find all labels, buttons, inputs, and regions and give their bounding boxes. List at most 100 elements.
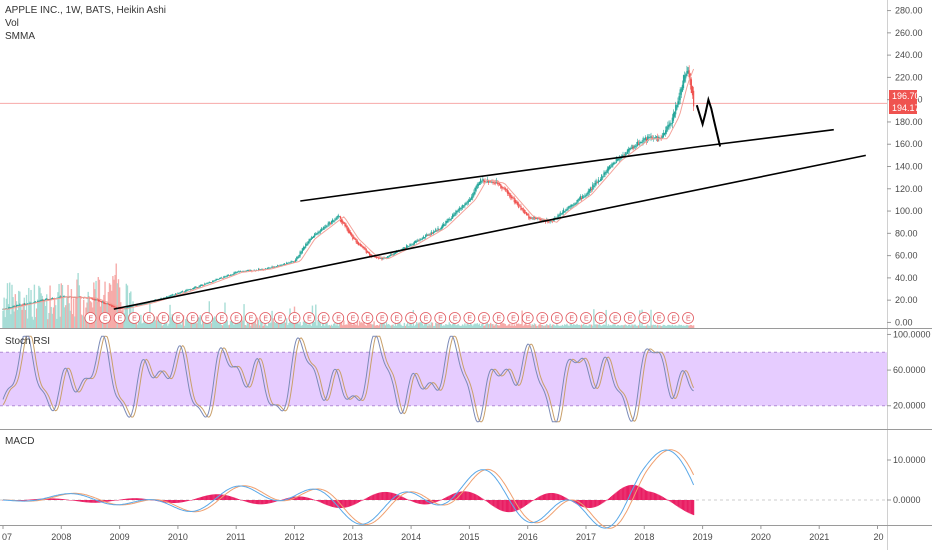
macd-title[interactable]: MACD	[5, 436, 34, 447]
macd-hist-bar	[476, 495, 478, 500]
volume-bar	[555, 325, 557, 328]
macd-hist-bar	[312, 499, 315, 501]
candle-body	[208, 281, 210, 283]
candle-body	[185, 290, 187, 292]
trendlines[interactable]	[113, 95, 866, 310]
volume-bar	[420, 321, 422, 328]
svg-text:E: E	[424, 316, 429, 323]
macd-hist-bar	[382, 492, 384, 500]
candle-body	[24, 304, 27, 305]
macd-hist-bar	[120, 499, 122, 501]
macd-hist-bar	[662, 497, 664, 500]
macd-hist-bar	[218, 494, 220, 500]
volume-bar	[350, 324, 353, 328]
macd-hist-bar	[266, 500, 269, 504]
volume-bar	[228, 324, 231, 328]
volume-bar	[236, 321, 239, 328]
earnings-marker: E	[667, 312, 680, 324]
macd-hist-bar	[400, 496, 402, 500]
macd-hist-bar	[654, 493, 657, 500]
macd-hist-bar	[201, 496, 204, 500]
candle-body	[172, 294, 175, 296]
stoch-rsi-band	[0, 352, 887, 406]
macd-hist-bar	[589, 500, 592, 508]
macd-hist-bar	[323, 500, 325, 504]
volume-bar	[281, 322, 283, 328]
macd-hist-bar	[357, 500, 360, 503]
volume-bar	[137, 316, 140, 328]
stoch-rsi-title[interactable]: Stoch RSI	[5, 336, 50, 347]
volume-bar	[587, 325, 589, 328]
indicator-vol-label[interactable]: Vol	[5, 18, 19, 29]
volume-bar	[57, 292, 59, 328]
candle-body	[676, 104, 678, 110]
macd-hist-bar	[235, 498, 237, 500]
candle-body	[575, 202, 577, 205]
macd-hist-bar	[583, 500, 585, 508]
volume-bar	[374, 325, 376, 328]
candle-body	[293, 261, 296, 263]
time-axis[interactable]: 07 2008 2009 2010 2011 2012 2013 2014 2015 2016 20…	[2, 525, 884, 542]
earnings-marker: E	[128, 312, 141, 324]
volume-bar	[523, 324, 526, 328]
macd-hist-bar	[392, 493, 394, 500]
candle-body	[299, 251, 301, 257]
volume-bar	[171, 314, 173, 328]
macd-hist-bar	[656, 493, 658, 500]
volume-bar	[98, 279, 101, 328]
volume-bar	[600, 325, 603, 328]
svg-text:E: E	[599, 316, 604, 323]
candle-body	[45, 299, 47, 301]
macd-hist-bar	[231, 496, 233, 500]
volume-bar	[567, 325, 569, 328]
stoch-k-line	[2, 335, 694, 423]
volume-bar	[199, 315, 202, 328]
candle-body	[236, 272, 238, 273]
indicator-smma-label[interactable]: SMMA	[5, 31, 35, 42]
macd-hist-bar	[51, 498, 53, 500]
volume-bar	[67, 284, 69, 328]
macd-hist-bar	[414, 500, 417, 503]
macd-hist-bar	[549, 492, 551, 500]
candle-body	[482, 178, 484, 181]
candle-body	[404, 248, 407, 249]
candle-body	[569, 206, 571, 208]
macd-hist-bar	[422, 500, 425, 505]
candle-body	[176, 294, 178, 295]
candle-body	[135, 305, 138, 306]
candle-body	[349, 231, 352, 235]
candle-body	[437, 227, 439, 231]
volume-bar	[423, 324, 426, 328]
candle-body	[662, 132, 664, 138]
candle-body	[364, 247, 366, 250]
candle-body	[465, 202, 467, 205]
volume-bar	[493, 325, 495, 328]
macd-hist-bar	[295, 496, 297, 500]
price-axis[interactable]: 0.0020.0040.0060.0080.00100.00120.00140.…	[887, 6, 923, 328]
candle-body	[354, 237, 356, 240]
macd-hist-bar	[386, 492, 389, 500]
macd-hist-bar	[402, 497, 404, 500]
macd-hist-bar	[546, 493, 548, 500]
macd-hist-bar	[135, 498, 138, 500]
candle-body	[687, 67, 689, 74]
volume-bar	[407, 322, 409, 328]
symbol-title[interactable]: APPLE INC., 1W, BATS, Heikin Ashi	[5, 5, 166, 16]
macd-hist-bar	[61, 499, 64, 500]
volume-bar	[490, 322, 492, 328]
candle-body	[370, 254, 372, 256]
candle-body	[438, 229, 440, 231]
candle-body	[328, 221, 330, 225]
macd-hist-bar	[356, 500, 358, 504]
candle-body	[59, 296, 61, 298]
volume-bar	[6, 283, 9, 328]
volume-bar	[520, 323, 522, 328]
macd-hist-bar	[561, 495, 564, 500]
macd-hist-bar	[206, 495, 208, 500]
macd-hist-bar	[475, 494, 477, 500]
volume-bar	[479, 325, 482, 328]
